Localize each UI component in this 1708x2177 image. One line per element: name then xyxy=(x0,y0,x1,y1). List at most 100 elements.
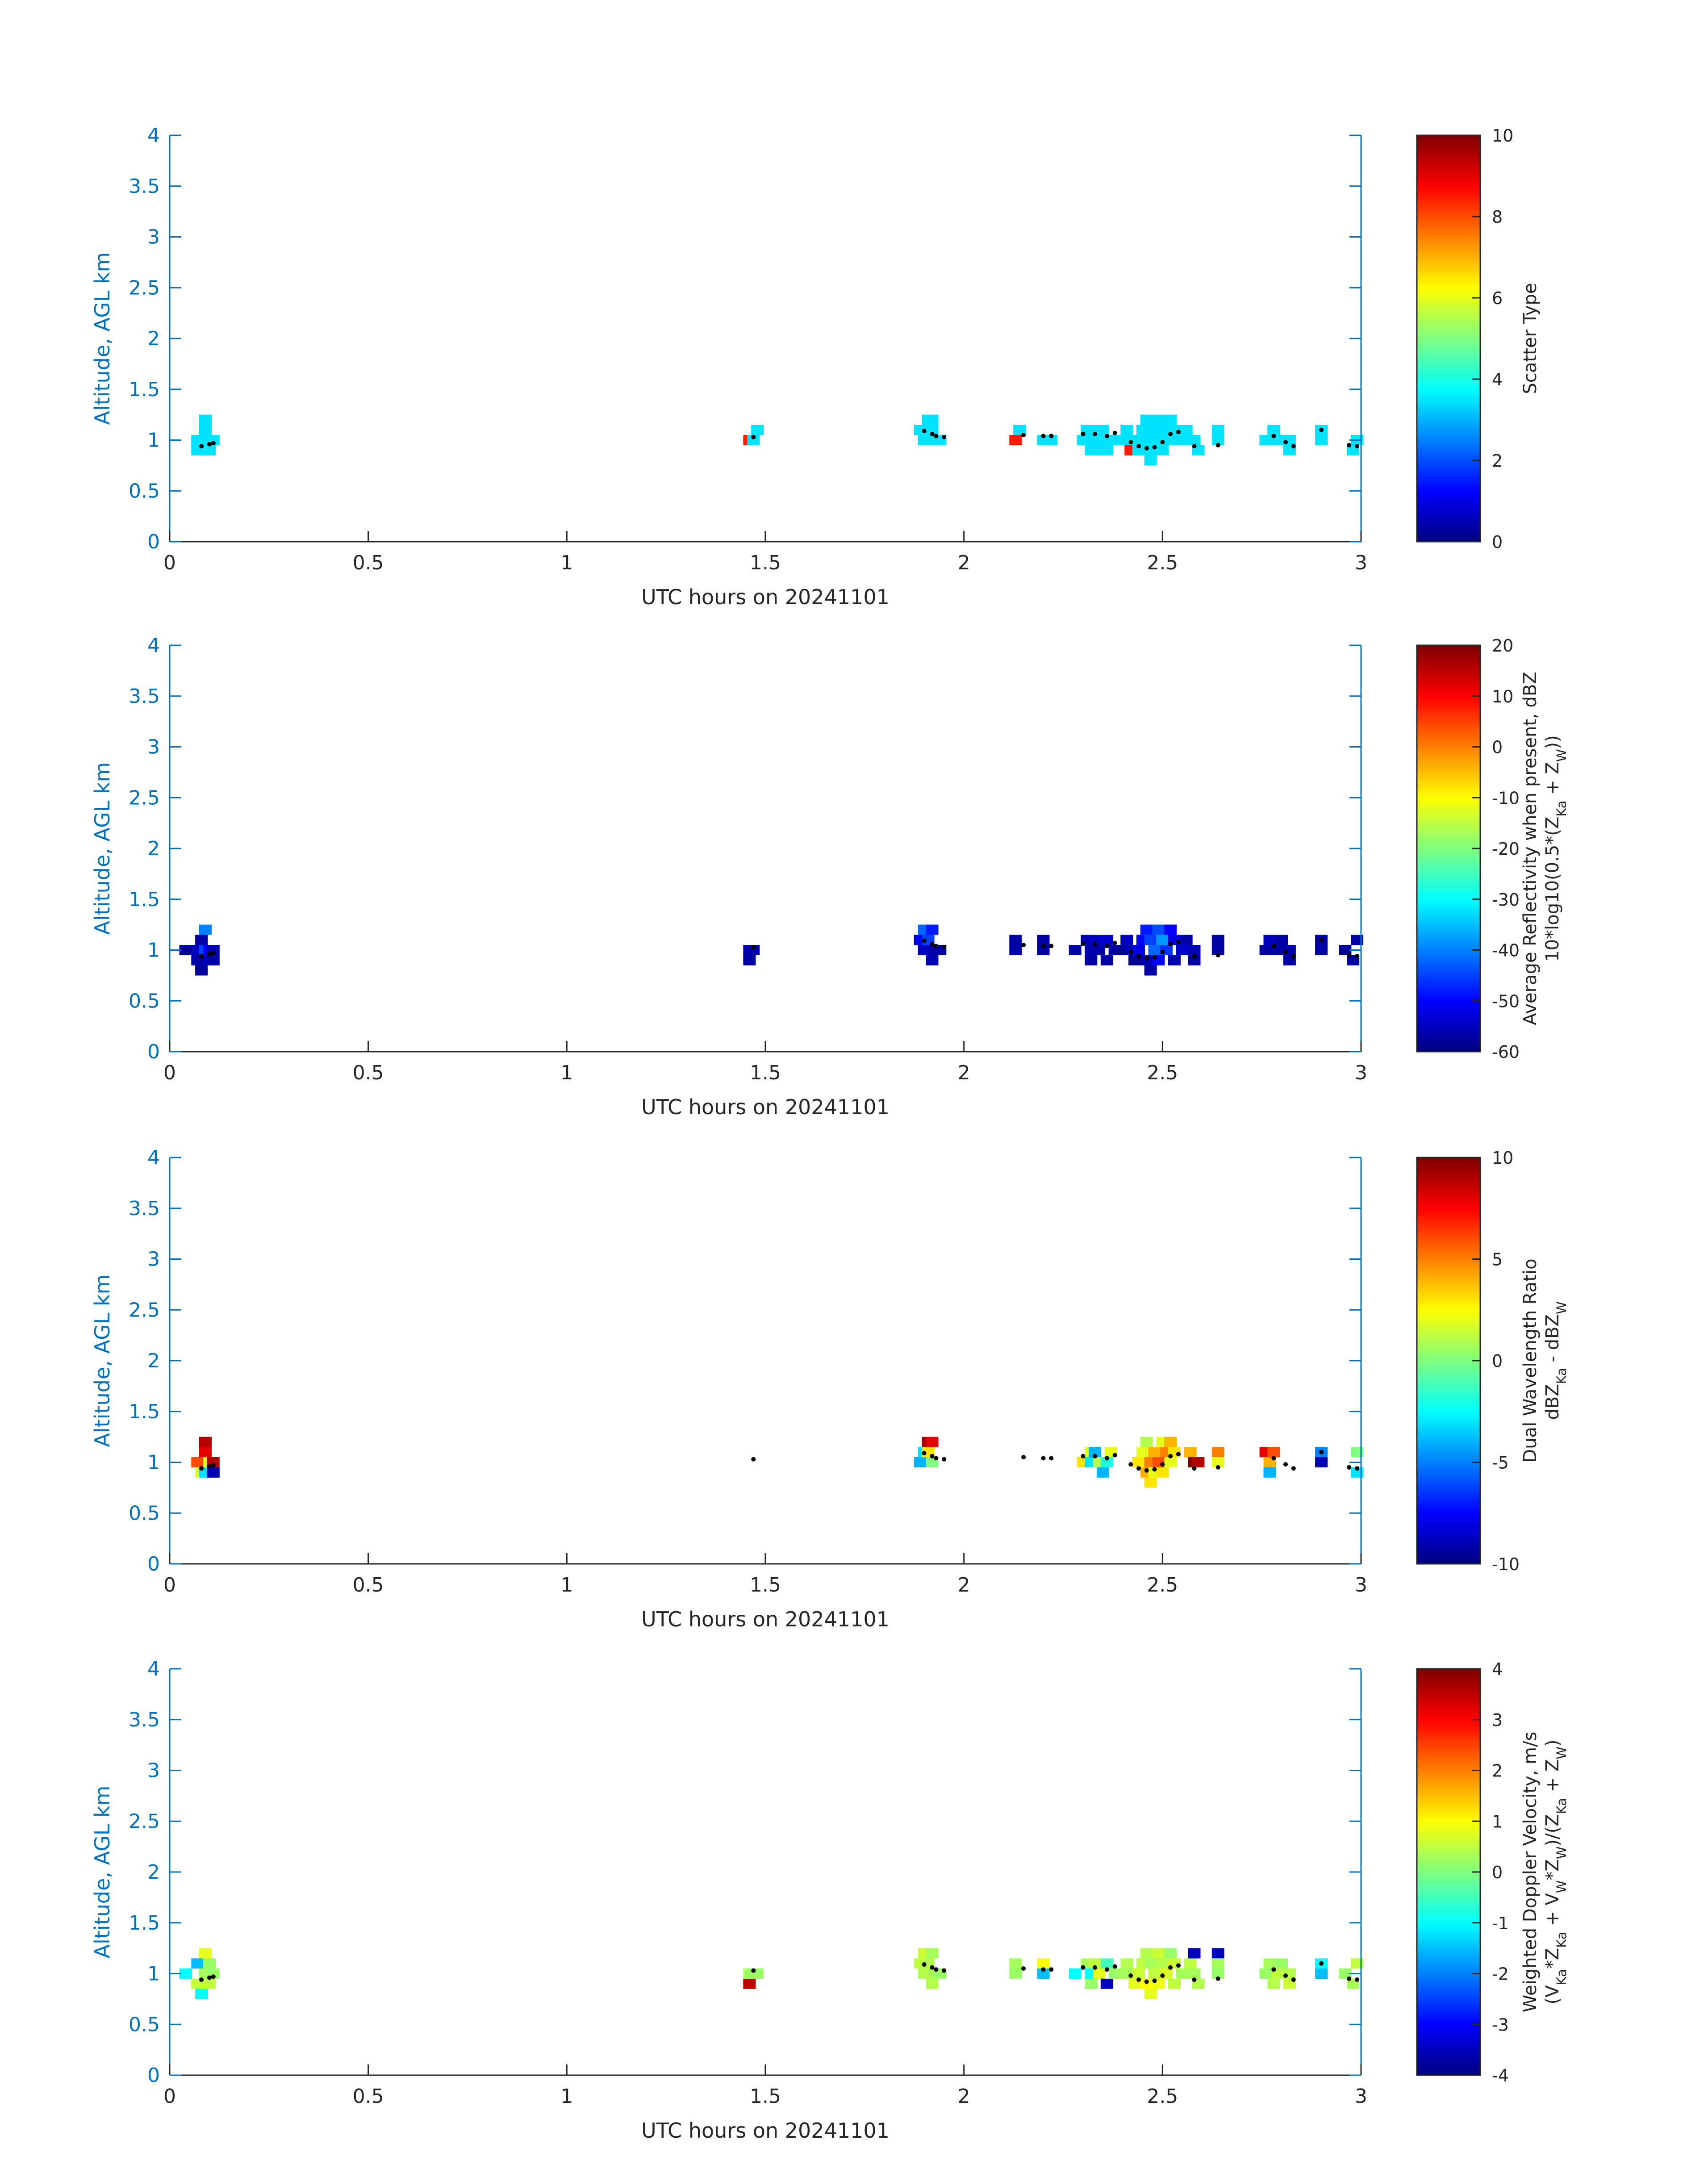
colorbar-swatch xyxy=(1417,1023,1480,1027)
colorbar-swatch xyxy=(1417,737,1480,741)
track-marker xyxy=(1176,430,1181,435)
track-marker xyxy=(751,944,756,949)
heatmap-cell xyxy=(1176,1968,1189,1979)
colorbar-swatch xyxy=(1417,386,1480,390)
colorbar-swatch xyxy=(1417,1799,1480,1803)
heatmap-cell xyxy=(1093,945,1105,955)
colorbar-swatch xyxy=(1417,380,1480,384)
y-tick-label: 1.5 xyxy=(129,1912,160,1935)
colorbar-swatch xyxy=(1417,1522,1480,1526)
colorbar-swatch xyxy=(1417,727,1480,731)
colorbar-swatch xyxy=(1417,2034,1480,2038)
track-marker xyxy=(1093,1965,1098,1970)
panel-2: 0 0.5 1 1.5 2 2.5 3 0 0.5 1 1.5 2 2.5 3 3.5 4 UTC hours … xyxy=(90,634,1569,1119)
x-tick-label: 1 xyxy=(560,1061,573,1084)
colorbar-swatch xyxy=(1417,756,1480,760)
colorbar-swatch xyxy=(1417,2053,1480,2056)
colorbar-swatch xyxy=(1417,1335,1480,1339)
colorbar-label: 10*log10(0.5*(ZKa + ZW)) xyxy=(1542,735,1569,962)
track-marker xyxy=(1355,1466,1360,1471)
track-marker xyxy=(199,444,204,449)
track-marker xyxy=(1176,1963,1181,1968)
colorbar-swatch xyxy=(1417,1793,1480,1796)
colorbar-swatch xyxy=(1417,883,1480,887)
x-tick-label: 0.5 xyxy=(353,2085,384,2108)
y-tick-label: 3.5 xyxy=(129,1197,160,1220)
colorbar-swatch xyxy=(1417,734,1480,738)
colorbar-swatch xyxy=(1417,1525,1480,1529)
colorbar-swatch xyxy=(1417,905,1480,909)
colorbar-swatch xyxy=(1417,1218,1480,1221)
colorbar-swatch xyxy=(1417,772,1480,776)
colorbar-tick-label: 6 xyxy=(1492,288,1503,308)
colorbar-swatch xyxy=(1417,652,1480,655)
x-tick-label: 3 xyxy=(1355,1061,1367,1084)
colorbar-swatch xyxy=(1417,538,1480,542)
colorbar-swatch xyxy=(1417,1713,1480,1717)
colorbar-swatch xyxy=(1417,747,1480,751)
colorbar-swatch xyxy=(1417,414,1480,418)
heatmap-cell xyxy=(1211,935,1224,945)
colorbar-swatch xyxy=(1417,2043,1480,2047)
colorbar-swatch xyxy=(1417,1748,1480,1752)
colorbar-swatch xyxy=(1417,405,1480,409)
colorbar-tick-label: 10 xyxy=(1492,126,1513,146)
colorbar-swatch xyxy=(1417,1691,1480,1695)
track-marker xyxy=(934,1456,939,1461)
colorbar-tick-label: 0 xyxy=(1492,1351,1503,1371)
colorbar-swatch xyxy=(1417,513,1480,517)
track-marker xyxy=(922,429,927,433)
heatmap-cell xyxy=(747,945,760,955)
colorbar-swatch xyxy=(1417,1310,1480,1313)
colorbar-swatch xyxy=(1417,950,1480,954)
colorbar-swatch xyxy=(1417,348,1480,352)
colorbar-swatch xyxy=(1417,1183,1480,1187)
colorbar-swatch xyxy=(1417,969,1480,973)
track-marker xyxy=(1021,433,1026,438)
colorbar-swatch xyxy=(1417,1364,1480,1367)
colorbar-swatch xyxy=(1417,452,1480,456)
colorbar-swatch xyxy=(1417,2021,1480,2025)
track-marker xyxy=(1160,440,1165,444)
colorbar-tick-label: -5 xyxy=(1492,1453,1509,1473)
colorbar-swatch xyxy=(1417,2068,1480,2073)
track-marker xyxy=(1192,1466,1197,1471)
heatmap-cell xyxy=(1144,455,1157,466)
colorbar-swatch xyxy=(1417,1751,1480,1755)
colorbar: -10 -5 0 5 10 Dual Wavelength Ratio dBZKa - dB… xyxy=(1416,1148,1569,1574)
colorbar-swatch xyxy=(1417,1253,1480,1256)
heatmap-cell xyxy=(1120,425,1133,435)
colorbar-swatch xyxy=(1417,953,1480,957)
track-marker xyxy=(1160,1973,1165,1978)
colorbar-swatch xyxy=(1417,395,1480,399)
colorbar-swatch xyxy=(1417,1332,1480,1336)
colorbar-swatch xyxy=(1417,1437,1480,1441)
heatmap-cell xyxy=(199,924,212,935)
colorbar-swatch xyxy=(1417,186,1480,190)
colorbar-swatch xyxy=(1417,1405,1480,1409)
heatmap-cell xyxy=(1148,1447,1161,1458)
heatmap-cell xyxy=(1152,1948,1165,1959)
colorbar-swatch xyxy=(1417,1834,1480,1838)
colorbar-swatch xyxy=(1417,1304,1480,1307)
heatmap-cell xyxy=(1037,945,1050,955)
colorbar-swatch xyxy=(1417,985,1480,989)
heatmap-cell xyxy=(1315,945,1328,955)
colorbar-swatch xyxy=(1417,243,1480,247)
colorbar-label: Dual Wavelength Ratio xyxy=(1520,1258,1541,1462)
colorbar-swatch xyxy=(1417,998,1480,1001)
x-tick-label: 1.5 xyxy=(750,2085,781,2108)
heatmap-cell xyxy=(1100,935,1113,945)
heatmap-cell xyxy=(1144,1477,1157,1488)
colorbar-swatch xyxy=(1417,1891,1480,1895)
colorbar-swatch xyxy=(1417,1443,1480,1447)
heatmap-cell xyxy=(1259,435,1272,445)
heatmap-cell xyxy=(926,1978,939,1989)
colorbar-swatch xyxy=(1417,899,1480,903)
colorbar-tick-label: -1 xyxy=(1492,1914,1509,1933)
colorbar-swatch xyxy=(1417,1716,1480,1720)
heatmap-cell xyxy=(1140,924,1153,935)
colorbar-swatch xyxy=(1417,1020,1480,1024)
colorbar-swatch xyxy=(1417,1907,1480,1910)
heatmap-cell xyxy=(1315,1457,1328,1467)
